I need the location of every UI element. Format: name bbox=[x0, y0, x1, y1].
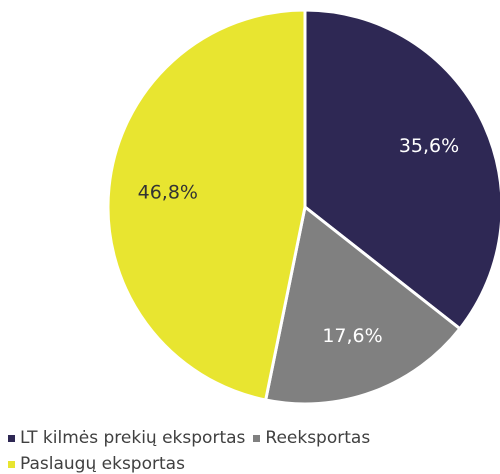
data-label: 17,6% bbox=[322, 325, 382, 347]
legend-label: Reeksportas bbox=[265, 428, 371, 448]
legend-item: Reeksportas bbox=[253, 425, 370, 451]
pie-slice bbox=[303, 8, 500, 331]
pie-slice bbox=[263, 204, 463, 406]
legend-item: LT kilmės prekių eksportas bbox=[8, 425, 245, 451]
legend-swatch bbox=[8, 434, 15, 442]
legend-swatch bbox=[8, 460, 15, 468]
data-label: 35,6% bbox=[399, 135, 459, 157]
legend-label: Paslaugų eksportas bbox=[20, 454, 185, 474]
chart: 35,6% 17,6% 46,8% bbox=[106, 8, 500, 406]
legend-label: LT kilmės prekių eksportas bbox=[20, 428, 246, 448]
legend-swatch bbox=[253, 434, 261, 442]
pie-slice bbox=[106, 8, 307, 402]
data-label: 46,8% bbox=[138, 182, 198, 204]
legend: LT kilmės prekių eksportas Reeksportas Pas… bbox=[8, 425, 498, 474]
legend-item: Paslaugų eksportas bbox=[8, 451, 185, 474]
